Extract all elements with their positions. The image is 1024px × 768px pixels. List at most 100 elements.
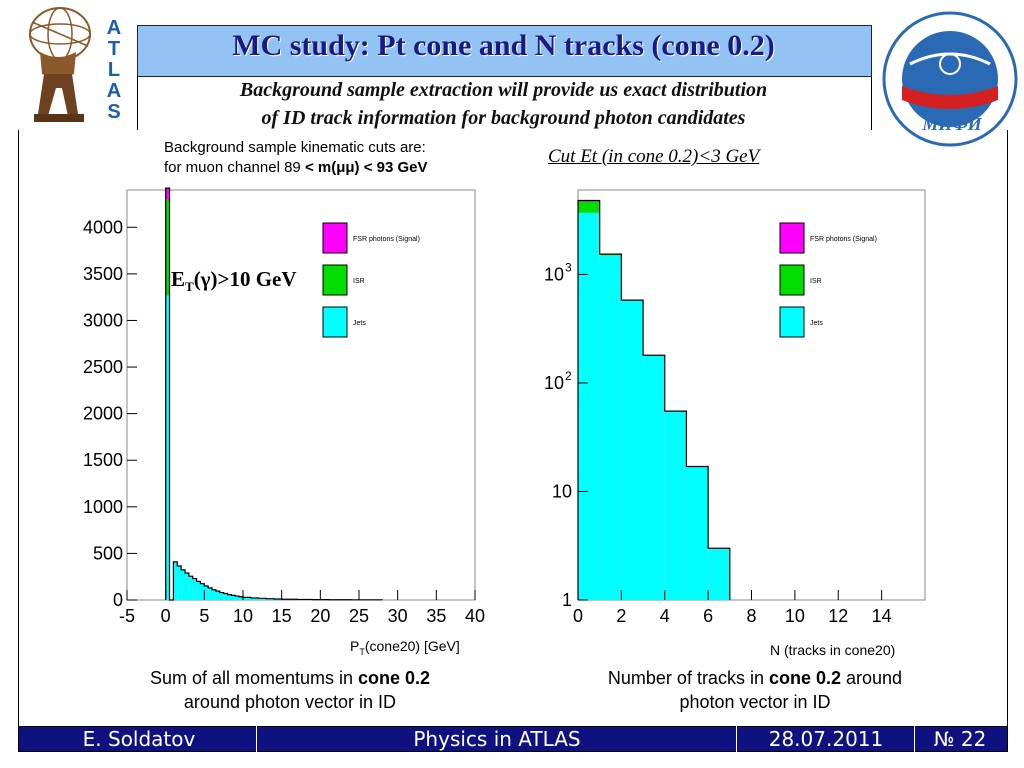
histogram-bar-jets bbox=[204, 586, 209, 600]
xlabel-rest: (cone20) [GeV] bbox=[364, 638, 460, 654]
histogram-bar-jets bbox=[188, 576, 193, 600]
histogram-bar-isr bbox=[599, 254, 622, 256]
legend-swatch-isr bbox=[322, 264, 348, 296]
right-caption: Number of tracks in cone 0.2 around phot… bbox=[555, 666, 955, 714]
legend: FSR photons (Signal) ISR Jets bbox=[322, 222, 420, 338]
legend-swatch-isr bbox=[779, 264, 805, 296]
atlas-letter: L bbox=[107, 59, 121, 81]
cuts-prefix: for muon channel 89 bbox=[164, 159, 305, 176]
y-tick-label: 1000 bbox=[83, 497, 123, 517]
x-tick-label: 12 bbox=[828, 606, 848, 625]
histogram-bar-isr bbox=[165, 199, 170, 296]
et-cone-cut-label: Cut Et (in cone 0.2)<3 GeV bbox=[548, 146, 760, 167]
y-tick-label: 3500 bbox=[83, 264, 123, 284]
histogram-bar-jets bbox=[212, 589, 216, 600]
footer-bar bbox=[18, 726, 1008, 752]
atlas-figure-icon bbox=[29, 7, 91, 122]
y-tick-label: 10 bbox=[544, 264, 564, 284]
histogram-bar-jets bbox=[185, 572, 189, 600]
histogram-bar-jets bbox=[686, 466, 709, 600]
left-caption-bold: cone 0.2 bbox=[358, 668, 431, 688]
x-tick-label: 8 bbox=[746, 606, 756, 625]
legend-label: ISR bbox=[810, 278, 822, 285]
et-threshold-label: ET(γ)>10 GeV bbox=[171, 267, 297, 295]
left-caption-pre: Sum of all momentums in bbox=[149, 668, 359, 688]
histogram-bar-jets bbox=[181, 570, 185, 600]
y-tick-label: 1 bbox=[562, 590, 572, 610]
histogram-outline bbox=[577, 199, 731, 600]
histogram-bar-jets bbox=[173, 562, 178, 600]
right-caption-post: around bbox=[841, 668, 903, 688]
legend-label: Jets bbox=[353, 320, 366, 327]
x-tick-label: 35 bbox=[426, 606, 446, 625]
left-caption: Sum of all momentums in cone 0.2 around … bbox=[95, 666, 485, 714]
left-caption-line-1: Sum of all momentums in cone 0.2 bbox=[95, 666, 485, 690]
right-caption-pre: Number of tracks in bbox=[607, 668, 769, 688]
atlas-letter: S bbox=[107, 101, 121, 123]
legend-label: FSR photons (Signal) bbox=[810, 236, 877, 243]
x-tick-label: 40 bbox=[465, 606, 485, 625]
atlas-logo bbox=[12, 4, 130, 128]
subtitle-line-1: Background sample extraction will provid… bbox=[239, 79, 768, 101]
legend-swatch-signal bbox=[322, 222, 348, 254]
atlas-letter: T bbox=[107, 38, 121, 60]
subtitle-frame bbox=[137, 75, 872, 130]
footer-divider bbox=[736, 726, 737, 752]
y-tick-label: 3000 bbox=[83, 310, 123, 330]
legend-swatch-jets bbox=[322, 306, 348, 338]
y-tick-label: 4000 bbox=[83, 217, 123, 237]
histogram-bar-signal bbox=[165, 188, 170, 200]
footer-event: Physics in ATLAS bbox=[413, 727, 581, 751]
histogram-bar-jets bbox=[599, 255, 622, 600]
histogram-bar-jets bbox=[621, 300, 644, 600]
x-tick-label: 0 bbox=[573, 606, 583, 625]
histogram-bar-jets bbox=[231, 595, 236, 600]
histogram-bar-jets bbox=[200, 583, 205, 600]
atlas-letter: A bbox=[106, 17, 122, 39]
histogram-bar-jets bbox=[266, 598, 274, 600]
slide-subtitle: Background sample extraction will provid… bbox=[140, 76, 867, 132]
footer-divider bbox=[256, 726, 257, 752]
x-tick-label: -5 bbox=[119, 606, 135, 625]
histogram-bar-jets bbox=[578, 212, 600, 600]
x-tick-label: 10 bbox=[785, 606, 805, 625]
cuts-line-1: Background sample kinematic cuts are: bbox=[164, 139, 426, 156]
y-tick-label: 10 bbox=[552, 481, 572, 501]
histogram-bar-jets bbox=[664, 411, 687, 600]
y-tick-exponent: 3 bbox=[565, 260, 572, 274]
histogram-bar-jets bbox=[165, 295, 170, 600]
x-tick-label: 14 bbox=[872, 606, 892, 625]
subtitle-line-2: of ID track information for background p… bbox=[261, 107, 746, 129]
histogram-bar-jets bbox=[258, 598, 267, 600]
legend: FSR photons (Signal) ISR Jets bbox=[779, 222, 877, 338]
pt-cone-histogram: -5 0 5 10 15 20 25 30 35 400500100015002000250030… bbox=[83, 187, 485, 625]
right-caption-bold: cone 0.2 bbox=[768, 668, 842, 688]
atlas-letters: A T L A S bbox=[102, 18, 126, 123]
histogram-bar-jets bbox=[227, 594, 232, 600]
histogram-bar-jets bbox=[208, 587, 213, 600]
footer-date: 28.07.2011 bbox=[768, 727, 884, 751]
histogram-bar-jets bbox=[708, 548, 730, 600]
mephi-logo bbox=[880, 4, 1020, 154]
kinematic-cuts-text: Background sample kinematic cuts are: fo… bbox=[164, 138, 524, 178]
y-tick-label: 1500 bbox=[83, 450, 123, 470]
right-caption-line-2: photon vector in ID bbox=[679, 692, 831, 712]
histogram-bar-jets bbox=[215, 591, 220, 600]
y-tick-label: 500 bbox=[93, 543, 123, 563]
histogram-bar-jets bbox=[643, 355, 665, 600]
cuts-mass-window: < m(μμ) < 93 GeV bbox=[304, 159, 428, 176]
atlas-letter: A bbox=[106, 80, 122, 102]
y-tick-label: 2500 bbox=[83, 357, 123, 377]
y-tick-label: 0 bbox=[113, 590, 123, 610]
slide-title: MC study: Pt cone and N tracks (cone 0.2… bbox=[232, 29, 775, 62]
cuts-line-2: for muon channel 89 < m(μμ) < 93 GeV bbox=[164, 158, 524, 178]
university-seal-icon bbox=[882, 11, 1018, 147]
legend-label: ISR bbox=[353, 278, 365, 285]
legend-label: Jets bbox=[810, 320, 823, 327]
x-tick-label: 2 bbox=[616, 606, 626, 625]
histogram-bar-jets bbox=[223, 593, 228, 600]
legend-swatch-jets bbox=[779, 306, 805, 338]
x-tick-label: 4 bbox=[660, 606, 670, 625]
footer-author: E. Soldatov bbox=[82, 727, 196, 751]
